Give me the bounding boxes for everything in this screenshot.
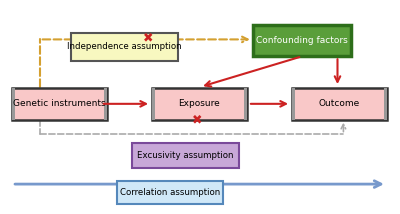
Text: Genetic instruments: Genetic instruments <box>13 99 106 108</box>
FancyBboxPatch shape <box>117 181 223 204</box>
FancyBboxPatch shape <box>292 88 295 120</box>
Text: Excusivity assumption: Excusivity assumption <box>138 151 234 160</box>
FancyBboxPatch shape <box>71 33 178 61</box>
Text: Correlation assumption: Correlation assumption <box>120 188 220 197</box>
FancyBboxPatch shape <box>384 88 387 120</box>
Text: Confounding factors: Confounding factors <box>256 36 348 45</box>
Text: ✖: ✖ <box>143 32 154 45</box>
FancyBboxPatch shape <box>132 143 239 168</box>
Text: Exposure: Exposure <box>179 99 220 108</box>
FancyBboxPatch shape <box>292 88 387 120</box>
FancyBboxPatch shape <box>152 88 155 120</box>
Text: ✖: ✖ <box>192 113 203 126</box>
FancyBboxPatch shape <box>244 88 247 120</box>
FancyBboxPatch shape <box>12 88 15 120</box>
FancyBboxPatch shape <box>253 25 351 56</box>
Text: Outcome: Outcome <box>319 99 360 108</box>
FancyBboxPatch shape <box>12 88 107 120</box>
FancyBboxPatch shape <box>152 88 247 120</box>
Text: Independence assumption: Independence assumption <box>67 42 182 51</box>
FancyBboxPatch shape <box>104 88 107 120</box>
